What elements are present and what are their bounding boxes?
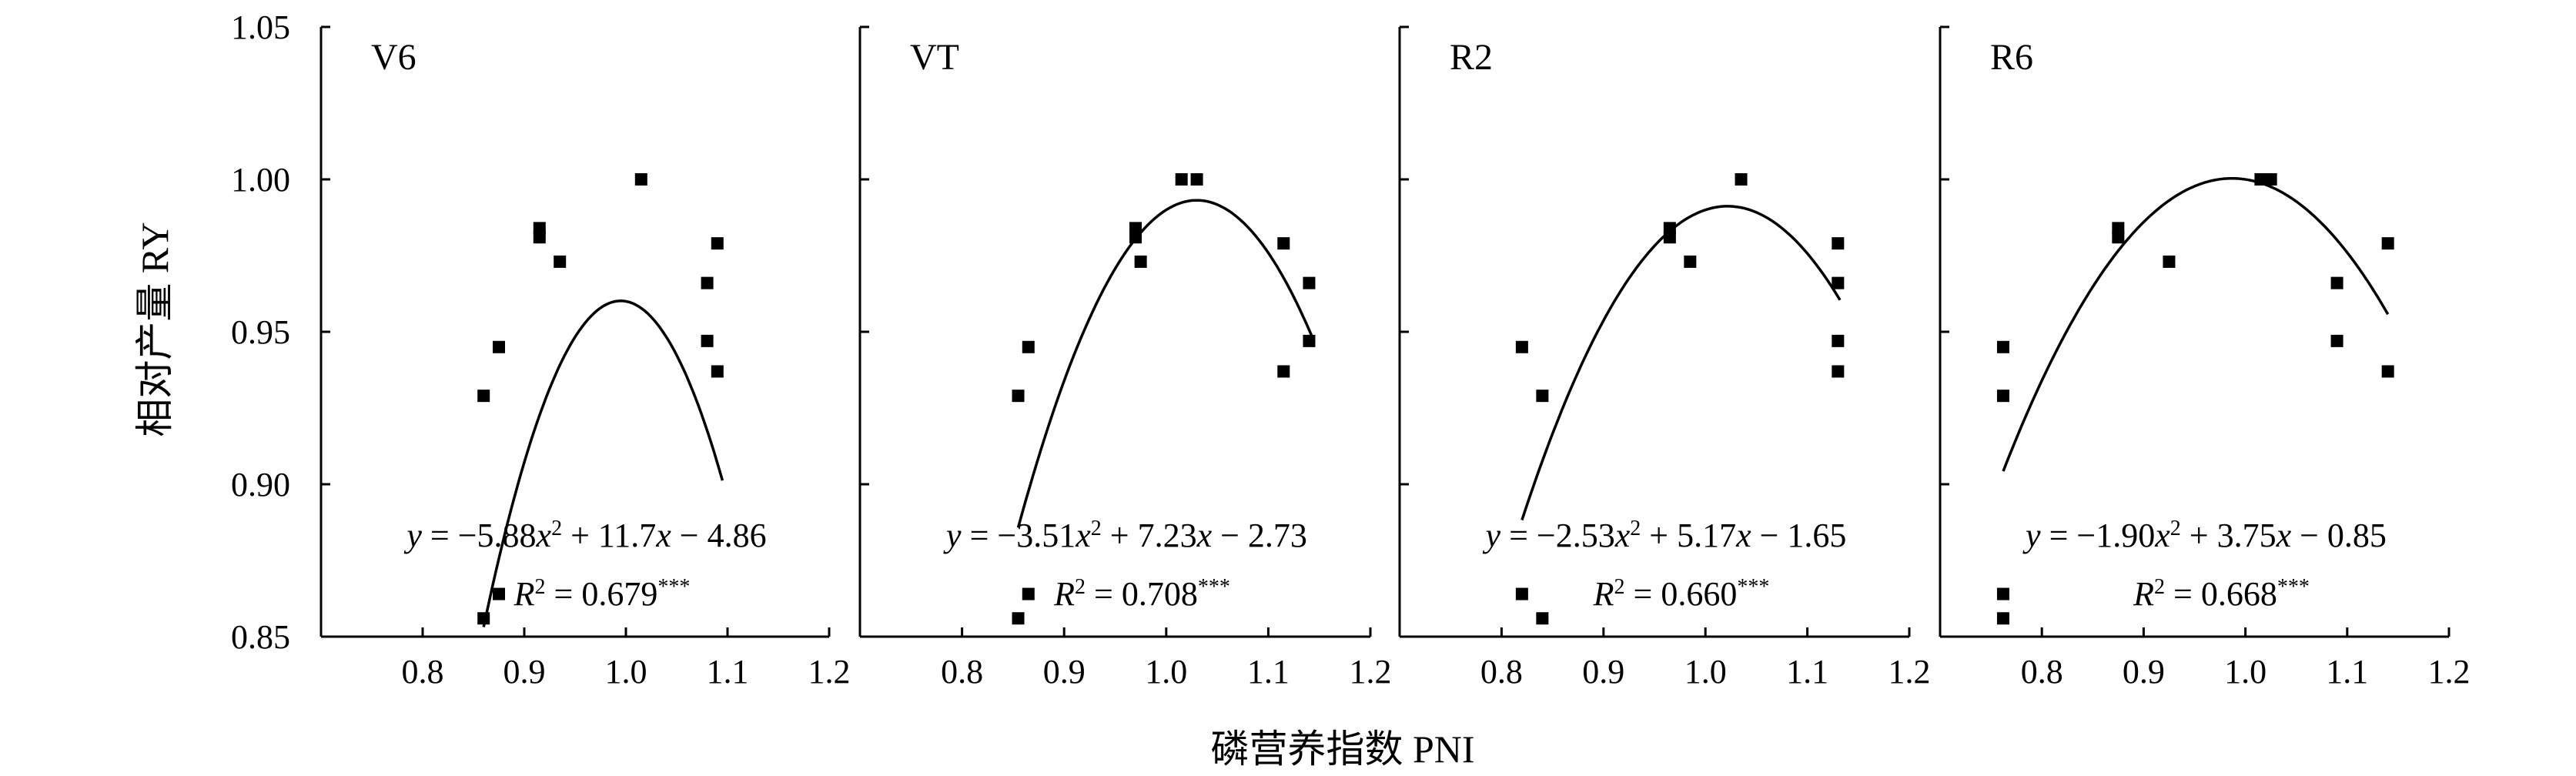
data-point (634, 173, 647, 186)
x-tick-label: 1.0 (1684, 653, 1727, 691)
data-point (1277, 237, 1290, 250)
fit-equation: y = −5.88x2 + 11.7x − 4.86 (403, 517, 766, 555)
fit-curve (482, 299, 724, 627)
r-squared: R2 = 0.708*** (1053, 575, 1230, 614)
x-tick-label: 0.9 (2123, 653, 2165, 691)
data-point (1663, 222, 1676, 235)
data-point (1996, 587, 2009, 600)
data-point (1175, 173, 1188, 186)
data-point (1022, 587, 1035, 600)
data-point (1832, 334, 1845, 347)
x-tick-label: 0.8 (941, 653, 983, 691)
data-point (1996, 340, 2009, 353)
data-point (477, 612, 490, 625)
data-point (2254, 173, 2267, 186)
x-tick-label: 1.2 (808, 653, 851, 691)
data-point (1134, 255, 1147, 268)
fit-curve (1016, 199, 1316, 528)
data-point (1303, 276, 1316, 289)
x-tick-label: 1.1 (1786, 653, 1828, 691)
data-point (1832, 237, 1845, 250)
data-point (1832, 365, 1845, 378)
data-point (1515, 587, 1528, 600)
data-point (1277, 365, 1290, 378)
data-point (2112, 222, 2125, 235)
x-tick-label: 1.1 (707, 653, 749, 691)
fit-curve (2002, 176, 2390, 472)
data-point (493, 587, 505, 600)
x-tick-label: 1.2 (2428, 653, 2471, 691)
x-tick-label: 0.8 (402, 653, 444, 691)
data-point (533, 222, 546, 235)
data-point (711, 365, 724, 378)
data-point (701, 334, 714, 347)
data-point (1996, 390, 2009, 403)
x-tick-label: 0.9 (1582, 653, 1624, 691)
data-point (2381, 365, 2394, 378)
y-tick-label: 0.85 (231, 618, 290, 656)
data-point (2163, 255, 2176, 268)
fit-equation: y = −2.53x2 + 5.17x − 1.65 (1483, 517, 1847, 555)
data-point (1536, 612, 1549, 625)
data-point (2381, 237, 2394, 250)
r-squared: R2 = 0.660*** (1593, 575, 1770, 614)
r-squared: R2 = 0.679*** (514, 575, 691, 614)
data-point (2330, 334, 2343, 347)
x-tick-label: 0.9 (503, 653, 546, 691)
panel-label: R6 (1990, 37, 2033, 78)
fit-curve (1521, 205, 1842, 521)
panel-label: V6 (371, 37, 417, 78)
x-axis-title: 磷营养指数 PNI (1210, 728, 1474, 771)
data-point (1012, 612, 1025, 625)
r-squared: R2 = 0.668*** (2133, 575, 2310, 614)
x-tick-label: 0.9 (1043, 653, 1086, 691)
data-point (2264, 173, 2277, 186)
x-tick-label: 1.0 (2224, 653, 2267, 691)
data-point (1022, 340, 1035, 353)
panel-r2: 0.8 0.9 1.0 1.1 1.2 R2 y = −2.53x2 + 5.17x − 1… (1398, 25, 1931, 691)
x-tick-label: 1.1 (1247, 653, 1290, 691)
x-tick-label: 1.0 (1145, 653, 1187, 691)
x-tick-label: 0.8 (1480, 653, 1523, 691)
data-point (1515, 340, 1528, 353)
panel-label: R2 (1450, 37, 1493, 78)
data-point (1996, 612, 2009, 625)
data-point (1832, 276, 1845, 289)
fit-equation: y = −3.51x2 + 7.23x − 2.73 (943, 517, 1307, 555)
panel-label: VT (910, 37, 959, 78)
data-point (2330, 276, 2343, 289)
data-point (701, 276, 714, 289)
data-point (1190, 173, 1203, 186)
panel-r6: 0.8 0.9 1.0 1.1 1.2 R6 y = −1.90x2 + 3.75x − 0… (1939, 25, 2471, 691)
data-point (477, 390, 490, 403)
data-point (1735, 173, 1748, 186)
data-point (493, 340, 505, 353)
x-tick-label: 1.2 (1889, 653, 1931, 691)
x-tick-label: 1.0 (605, 653, 647, 691)
y-tick-label: 1.00 (231, 161, 290, 199)
data-point (1129, 222, 1142, 235)
data-point (1536, 390, 1549, 403)
data-point (554, 255, 567, 268)
data-point (1303, 334, 1316, 347)
y-tick-label: 0.90 (231, 466, 290, 503)
x-tick-label: 0.8 (2021, 653, 2063, 691)
panel-vt: 0.8 0.9 1.0 1.1 1.2 VT y = −3.51x2 + 7.23x − 2… (858, 25, 1392, 691)
y-tick-label: 0.95 (231, 313, 290, 351)
panel-v6: 0.85 0.90 0.95 1.00 1.05 0.8 0.9 1.0 1.1 1.2 V6 y =… (231, 8, 851, 691)
x-tick-label: 1.1 (2326, 653, 2368, 691)
data-point (1012, 390, 1025, 403)
data-point (1684, 255, 1697, 268)
data-point (711, 237, 724, 250)
x-tick-label: 1.2 (1350, 653, 1392, 691)
y-axis-title: 相对产量 RY (133, 222, 176, 436)
fit-equation: y = −1.90x2 + 3.75x − 0.85 (2022, 517, 2387, 555)
y-tick-label: 1.05 (231, 8, 290, 46)
